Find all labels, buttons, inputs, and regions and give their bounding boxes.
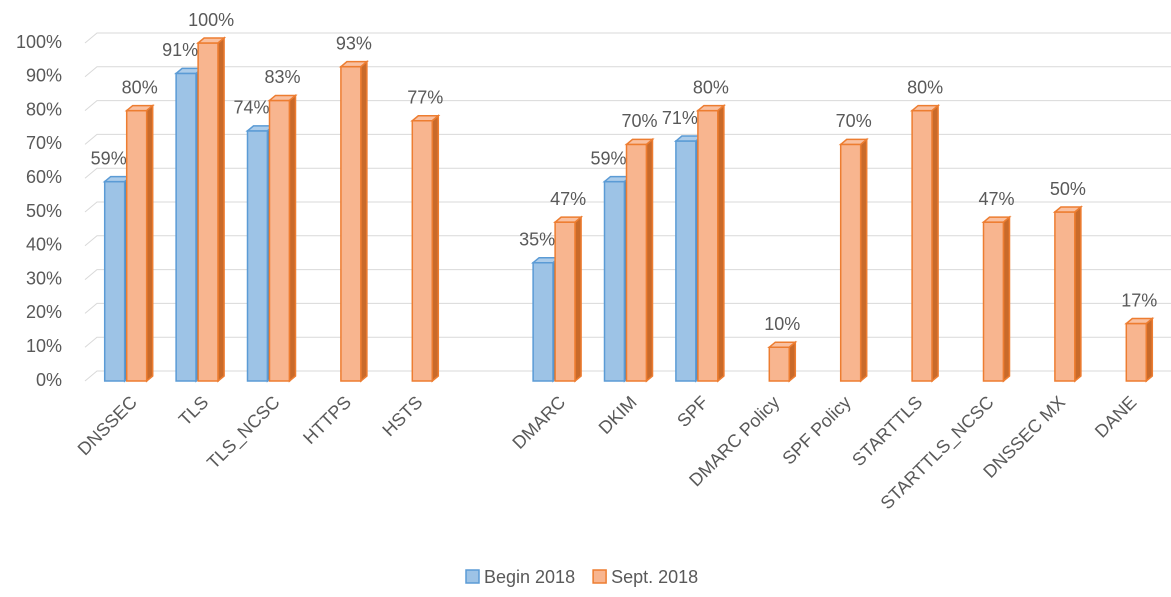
value-label: 91% [162, 40, 198, 60]
bar [268, 99, 291, 382]
value-label: 59% [590, 148, 626, 168]
bar [125, 109, 148, 382]
bar [554, 221, 576, 382]
y-tick-label: 70% [26, 133, 62, 153]
bar-side [645, 137, 654, 383]
grid-line [84, 370, 1171, 382]
bar [625, 143, 648, 382]
x-tick-label: DKIM [595, 392, 641, 438]
value-label: 47% [550, 189, 586, 209]
x-tick-label: SPF Policy [778, 392, 854, 468]
bar [911, 109, 933, 382]
value-label: 74% [233, 98, 269, 118]
y-tick-label: 30% [26, 268, 62, 288]
x-tick-label: DMARC [508, 392, 569, 453]
bar [603, 180, 626, 382]
value-label: 77% [407, 87, 443, 107]
bar-side [788, 340, 797, 383]
x-tick-label: TLS [175, 392, 212, 429]
value-label: 50% [1050, 179, 1086, 199]
y-tick-label: 0% [36, 370, 62, 390]
value-label: 100% [188, 10, 234, 30]
bar-side [288, 93, 297, 383]
value-label: 80% [907, 77, 943, 97]
grid-line [84, 32, 1171, 44]
x-tick-label: HSTS [378, 392, 426, 440]
bar [411, 119, 434, 382]
x-tick-label: DNSSEC [74, 392, 141, 459]
x-tick-label: TLS_NCSC [203, 392, 284, 473]
bar [697, 109, 719, 382]
bar-side [431, 114, 440, 383]
bar-side [145, 103, 154, 383]
bar [768, 346, 791, 382]
value-label: 80% [693, 77, 729, 97]
value-label: 80% [122, 77, 158, 97]
bar [982, 221, 1005, 382]
grid-line [84, 100, 1171, 111]
bar [246, 130, 269, 382]
bar [1125, 322, 1148, 382]
y-tick-label: 20% [26, 302, 62, 322]
bar [175, 72, 197, 382]
value-label: 70% [836, 111, 872, 131]
value-label: 59% [91, 148, 127, 168]
y-tick-label: 80% [26, 99, 62, 119]
y-tick-label: 50% [26, 201, 62, 221]
x-tick-label: DANE [1091, 392, 1141, 442]
value-label: 71% [662, 108, 698, 128]
value-label: 70% [621, 111, 657, 131]
value-label: 93% [336, 33, 372, 53]
bar [675, 140, 697, 382]
bar-side [360, 60, 368, 383]
bar [532, 261, 554, 382]
x-tick-label: HTTPS [299, 392, 355, 448]
value-label: 17% [1121, 290, 1157, 310]
grid-line [84, 133, 1171, 145]
legend-swatch [592, 569, 607, 584]
bar [839, 143, 862, 382]
bar [1054, 211, 1076, 382]
bar-side [217, 36, 225, 383]
y-tick-label: 10% [26, 336, 62, 356]
bar-side [1145, 316, 1154, 383]
x-tick-label: SPF [673, 392, 712, 431]
grid-line [84, 269, 1171, 280]
legend-label: Sept. 2018 [611, 567, 698, 587]
y-tick-label: 40% [26, 235, 62, 255]
y-tick-label: 100% [16, 32, 62, 52]
bar [340, 65, 362, 382]
bar-side [1002, 215, 1011, 383]
y-tick-label: 60% [26, 167, 62, 187]
legend-swatch [465, 569, 480, 584]
grid-line [84, 302, 1171, 314]
grid-line [84, 336, 1171, 348]
grid-line [84, 66, 1171, 78]
grid-line [84, 167, 1171, 179]
bar-side [574, 215, 582, 383]
bar [197, 42, 219, 382]
value-label: 10% [764, 314, 800, 334]
x-tick-label: STARTTLS [848, 392, 926, 470]
value-label: 47% [978, 189, 1014, 209]
bar-side [931, 103, 939, 383]
legend-label: Begin 2018 [484, 567, 575, 587]
bar [103, 180, 126, 382]
bar-side [717, 103, 725, 383]
grid-line [84, 235, 1171, 247]
bar-side [859, 137, 868, 383]
value-label: 83% [264, 67, 300, 87]
grid-line [84, 201, 1171, 213]
bar-side [1074, 205, 1082, 383]
value-label: 35% [519, 229, 555, 249]
y-tick-label: 90% [26, 66, 62, 86]
